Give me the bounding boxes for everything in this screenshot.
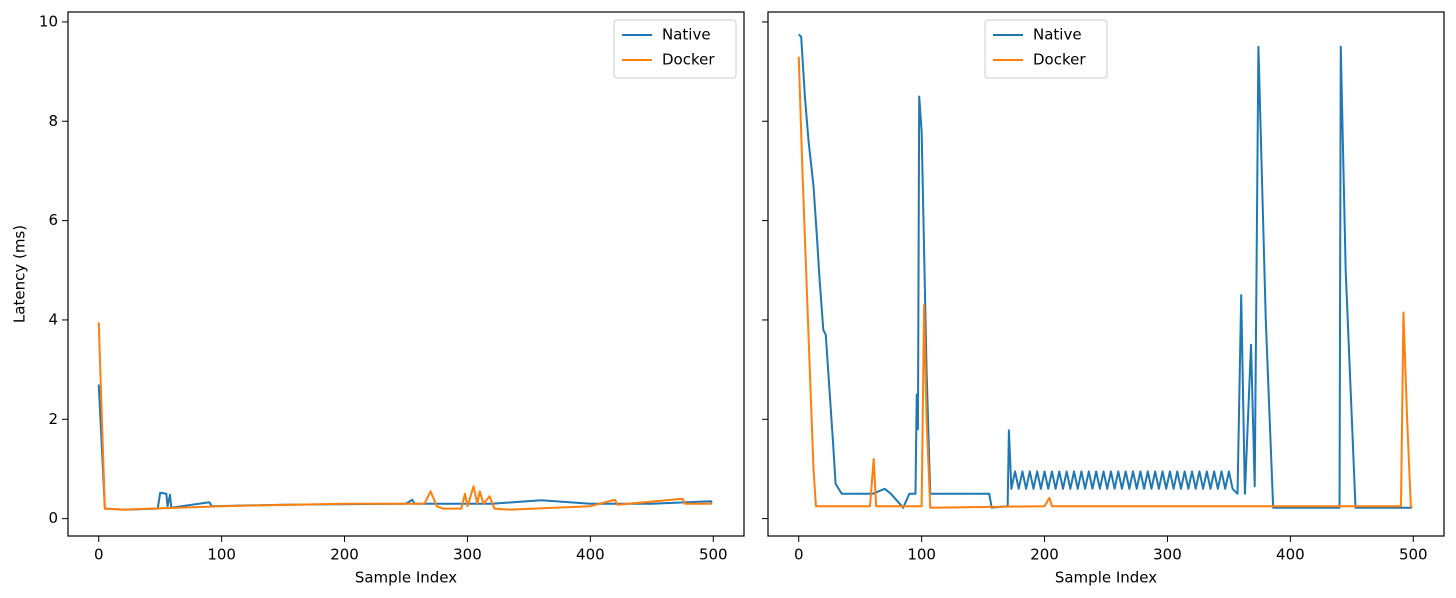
x-tick-label: 0 — [794, 546, 804, 564]
plot-frame — [67, 11, 745, 537]
x-axis-label: Sample Index — [1055, 569, 1157, 587]
x-tick-label: 300 — [1153, 546, 1182, 564]
legend-label: Docker — [1033, 51, 1086, 69]
plot-frame — [767, 11, 1445, 537]
x-tick-label: 200 — [1030, 546, 1059, 564]
x-tick-label: 200 — [330, 546, 359, 564]
legend-label: Native — [1033, 26, 1082, 44]
y-tick-label: 4 — [48, 310, 58, 328]
x-tick-label: 400 — [576, 546, 605, 564]
line-series — [797, 56, 1413, 509]
line-series — [97, 322, 713, 511]
x-tick-label: 300 — [453, 546, 482, 564]
y-tick-label: 10 — [39, 12, 58, 30]
line-series — [798, 33, 1413, 509]
x-axis-label: Sample Index — [355, 569, 457, 587]
x-tick-label: 500 — [1399, 546, 1428, 564]
y-tick-label: 6 — [48, 211, 58, 229]
x-tick-label: 100 — [207, 546, 236, 564]
y-tick-label: 2 — [48, 410, 58, 428]
legend-label: Docker — [662, 51, 715, 69]
y-tick-label: 0 — [48, 509, 58, 527]
y-tick-label: 8 — [48, 112, 58, 130]
x-tick-label: 100 — [907, 546, 936, 564]
line-series — [97, 384, 713, 511]
legend-label: Native — [662, 26, 711, 44]
x-tick-label: 0 — [94, 546, 104, 564]
x-tick-label: 500 — [699, 546, 728, 564]
x-tick-label: 400 — [1276, 546, 1305, 564]
y-axis-label: Latency (ms) — [11, 225, 29, 323]
